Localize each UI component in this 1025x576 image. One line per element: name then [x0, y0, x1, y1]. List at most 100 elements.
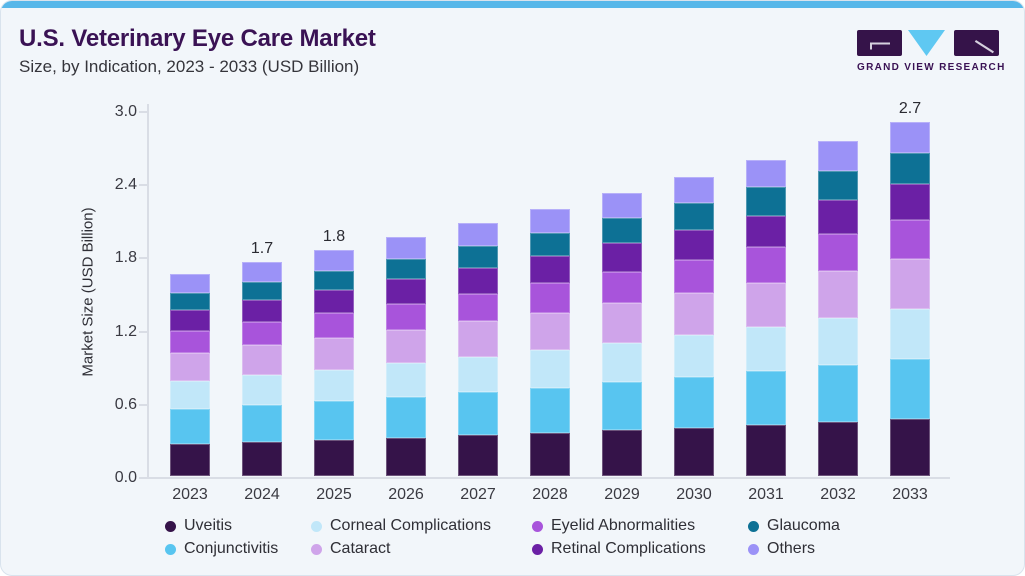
bar-2032 — [818, 141, 858, 476]
bar-2030 — [674, 176, 714, 476]
bar-2026 — [386, 236, 426, 476]
bar-segment-uveitis-2023 — [170, 443, 210, 476]
bar-segment-uveitis-2027 — [458, 435, 498, 476]
x-label-2027: 2027 — [460, 486, 496, 503]
bar-segment-conjunctivitis-2032 — [818, 365, 858, 422]
legend-label: Conjunctivitis — [184, 540, 279, 557]
bar-segment-eyelid-abnormalities-2025 — [314, 313, 354, 339]
bar-segment-corneal-complications-2026 — [386, 363, 426, 397]
bar-2033 — [890, 122, 930, 476]
bar-segment-cataract-2029 — [602, 303, 642, 343]
y-axis-title: Market Size (USD Billion) — [79, 207, 97, 377]
y-axis-line — [147, 104, 149, 478]
bar-segment-corneal-complications-2029 — [602, 342, 642, 383]
bar-segment-eyelid-abnormalities-2027 — [458, 293, 498, 322]
legend-swatch-icon — [532, 543, 543, 555]
y-tick-mark — [139, 111, 148, 113]
y-tick-label-0.0: 0.0 — [114, 469, 137, 486]
bar-2027 — [458, 223, 498, 476]
legend-item-uveitis: Uveitis — [165, 517, 232, 535]
bar-segment-cataract-2032 — [818, 271, 858, 319]
bar-segment-others-2033 — [890, 122, 930, 153]
bar-segment-glaucoma-2024 — [242, 282, 282, 301]
page-title: U.S. Veterinary Eye Care Market — [19, 25, 376, 52]
x-label-2033: 2033 — [892, 486, 928, 503]
bar-segment-retinal-complications-2030 — [674, 229, 714, 260]
y-tick-mark — [139, 403, 148, 406]
bar-segment-conjunctivitis-2025 — [314, 401, 354, 440]
bar-segment-retinal-complications-2024 — [242, 300, 282, 323]
bar-segment-glaucoma-2032 — [818, 170, 858, 201]
legend-label: Retinal Complications — [551, 540, 706, 557]
bar-segment-retinal-complications-2026 — [386, 279, 426, 304]
legend-swatch-icon — [311, 543, 322, 555]
bar-segment-cataract-2028 — [530, 312, 570, 351]
brand-name: GRAND VIEW RESEARCH — [857, 62, 1006, 73]
bar-value-label-2024: 1.7 — [250, 240, 274, 257]
bar-segment-others-2026 — [386, 236, 426, 259]
bar-segment-others-2024 — [242, 262, 282, 283]
bar-segment-glaucoma-2033 — [890, 152, 930, 185]
legend-swatch-icon — [311, 520, 322, 532]
legend-label: Uveitis — [184, 517, 233, 534]
bar-segment-uveitis-2026 — [386, 437, 426, 476]
bar-segment-retinal-complications-2032 — [818, 200, 858, 234]
bar-segment-corneal-complications-2024 — [242, 375, 282, 406]
legend-swatch-icon — [165, 543, 176, 555]
bar-2028 — [530, 208, 570, 476]
legend-item-conjunctivitis: Conjunctivitis — [165, 540, 278, 558]
bar-segment-corneal-complications-2027 — [458, 356, 498, 393]
bar-segment-others-2025 — [314, 249, 354, 271]
bar-segment-glaucoma-2029 — [602, 218, 642, 244]
bar-segment-cataract-2030 — [674, 293, 714, 335]
legend-swatch-icon — [532, 520, 543, 532]
bar-segment-eyelid-abnormalities-2030 — [674, 259, 714, 293]
bar-segment-eyelid-abnormalities-2033 — [890, 219, 930, 260]
bar-segment-conjunctivitis-2028 — [530, 387, 570, 433]
y-tick-label-2.4: 2.4 — [114, 176, 137, 194]
x-label-2029: 2029 — [604, 486, 640, 503]
bar-segment-uveitis-2030 — [674, 427, 714, 476]
bar-2031 — [746, 159, 786, 476]
bar-segment-glaucoma-2028 — [530, 232, 570, 257]
brand-logo-icon — [857, 30, 999, 56]
bar-segment-conjunctivitis-2033 — [890, 358, 930, 419]
logo-g-block-icon — [857, 30, 902, 56]
legend-swatch-icon — [165, 520, 176, 532]
y-tick-mark — [139, 330, 148, 333]
bar-segment-conjunctivitis-2029 — [602, 382, 642, 431]
bar-segment-retinal-complications-2028 — [530, 256, 570, 284]
bar-segment-conjunctivitis-2027 — [458, 392, 498, 436]
brand-logo: GRAND VIEW RESEARCH — [857, 29, 1006, 73]
x-label-2030: 2030 — [676, 486, 712, 503]
bar-segment-glaucoma-2030 — [674, 203, 714, 230]
legend-swatch-icon — [748, 520, 759, 532]
bar-segment-uveitis-2028 — [530, 432, 570, 476]
bar-segment-glaucoma-2023 — [170, 292, 210, 310]
legend-item-glaucoma: Glaucoma — [748, 517, 840, 535]
y-tick-label-3.0: 3.0 — [114, 103, 137, 120]
y-tick-label-0.6: 0.6 — [114, 395, 137, 413]
y-tick-mark — [139, 477, 148, 479]
bar-segment-uveitis-2032 — [818, 421, 858, 476]
accent-strip — [1, 1, 1024, 8]
x-label-2023: 2023 — [172, 486, 208, 503]
bar-segment-others-2030 — [674, 176, 714, 204]
page-subtitle: Size, by Indication, 2023 - 2033 (USD Bi… — [19, 57, 360, 76]
x-label-2024: 2024 — [244, 486, 280, 503]
bar-segment-cataract-2025 — [314, 338, 354, 370]
logo-v-triangle-icon — [908, 30, 945, 56]
bar-segment-eyelid-abnormalities-2024 — [242, 322, 282, 346]
bar-segment-eyelid-abnormalities-2026 — [386, 303, 426, 330]
y-tick-label-1.2: 1.2 — [114, 322, 137, 340]
bar-segment-cataract-2033 — [890, 259, 930, 309]
bar-2025 — [314, 249, 354, 476]
bar-segment-glaucoma-2031 — [746, 187, 786, 216]
bar-segment-glaucoma-2025 — [314, 270, 354, 291]
bar-value-label-2025: 1.8 — [322, 227, 346, 245]
bar-segment-others-2029 — [602, 193, 642, 219]
bar-segment-retinal-complications-2027 — [458, 268, 498, 294]
x-label-2032: 2032 — [820, 486, 856, 503]
bar-segment-corneal-complications-2031 — [746, 326, 786, 372]
logo-r-block-icon — [954, 30, 999, 56]
